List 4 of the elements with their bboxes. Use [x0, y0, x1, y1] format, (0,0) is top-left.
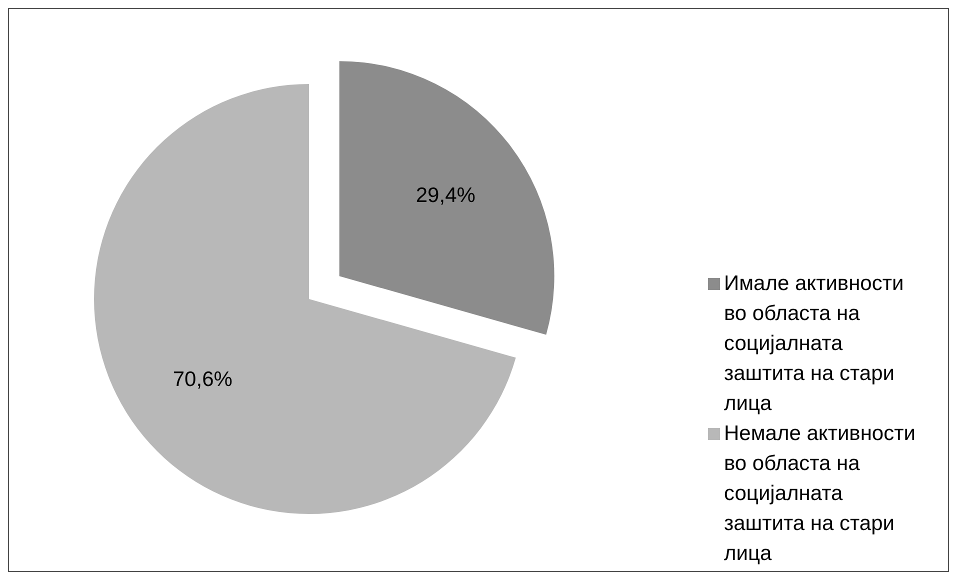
data-label: 29,4%	[416, 184, 476, 208]
legend-label: Имале активности во областа на социјалната заштита на стари лица	[724, 271, 905, 417]
legend-label: Немале активности во областа на социјалната заштита на стари лица	[724, 421, 916, 567]
data-label: 70,6%	[172, 368, 232, 391]
